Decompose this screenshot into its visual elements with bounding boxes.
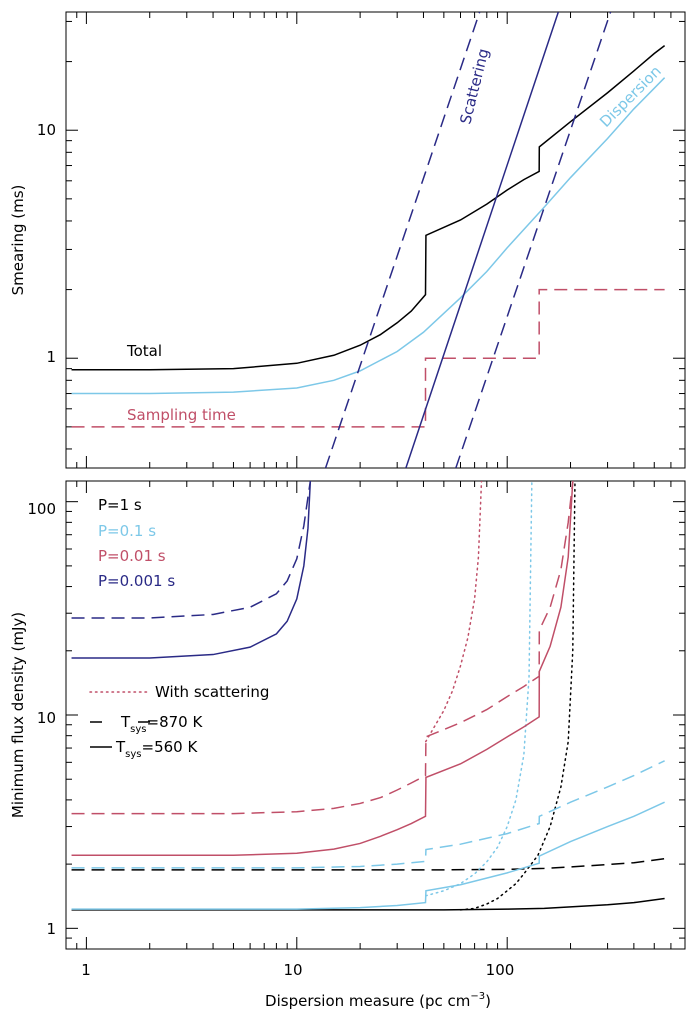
flux-series-line-2 <box>459 481 576 911</box>
legend-tsys-560-val: =560 K <box>142 738 199 756</box>
legend-tsys-560-sub: sys <box>125 749 141 760</box>
legend-tsys-870-val: =870 K <box>147 713 204 731</box>
flux-xtick-1: 1 <box>81 961 91 979</box>
label-sampling-time: Sampling time <box>127 406 236 424</box>
flux-series-line-10 <box>71 481 312 619</box>
smearing-series-line-4 <box>324 12 481 468</box>
flux-series-line-3 <box>71 801 665 910</box>
legend-p1: P=1 s <box>98 496 142 514</box>
legend-with-scattering: With scattering <box>155 683 269 701</box>
label-total: Total <box>126 342 162 360</box>
legend-tsys-870-sub: sys <box>130 724 146 735</box>
flux-series-line-5 <box>424 481 533 897</box>
flux-xlabel: Dispersion measure (pc cm−3) <box>265 991 491 1010</box>
flux-xlabel-close: ) <box>485 992 491 1010</box>
legend-p01: P=0.1 s <box>98 522 156 540</box>
flux-series-line-6 <box>71 481 574 857</box>
legend-p0001: P=0.001 s <box>98 572 175 590</box>
smearing-series-line-5 <box>455 12 612 468</box>
flux-series-line-8 <box>424 481 483 743</box>
flux-xlabel-sup: −3 <box>470 991 485 1002</box>
smearing-ytick-1: 1 <box>46 348 56 366</box>
smearing-series-line-2 <box>71 288 665 428</box>
flux-xtick-100: 100 <box>486 961 515 979</box>
flux-ytick-100: 100 <box>27 500 56 518</box>
flux-series-line-4 <box>71 760 665 869</box>
flux-xtick-10: 10 <box>283 961 302 979</box>
flux-xlabel-main: Dispersion measure (pc cm <box>265 992 470 1010</box>
smearing-ytick-10: 10 <box>37 121 56 139</box>
label-scattering: Scattering <box>456 47 492 126</box>
smearing-ticks <box>65 12 686 468</box>
flux-series-line-1 <box>71 857 665 871</box>
flux-series-line-0 <box>71 897 665 911</box>
flux-series-line-9 <box>71 481 312 659</box>
flux-ticks <box>65 481 686 950</box>
legend-tsys-870: Tsys=870 K <box>120 713 203 735</box>
smearing-series-line-3 <box>405 12 560 468</box>
flux-ylabel: Minimum flux density (mJy) <box>9 612 27 818</box>
legend-tsys-560-t: T <box>115 738 126 756</box>
smearing-axes-frame <box>65 11 686 469</box>
smearing-series-line-0 <box>71 45 666 371</box>
flux-series <box>71 481 665 911</box>
smearing-ylabel: Smearing (ms) <box>9 185 27 296</box>
legend-p001: P=0.01 s <box>98 547 166 565</box>
flux-ytick-1: 1 <box>46 920 56 938</box>
legend-tsys-870-t: T <box>120 713 131 731</box>
legend-tsys-560: Tsys=560 K <box>115 738 198 760</box>
smearing-panel: 1 10 Smearing (ms) Total Sampling time S… <box>9 11 686 469</box>
smearing-series <box>71 12 666 468</box>
label-dispersion: Dispersion <box>596 62 665 131</box>
flux-panel: 1 10 100 1 10 100 Minimum flux density (… <box>9 480 686 1010</box>
flux-ytick-10: 10 <box>37 709 56 727</box>
smearing-series-line-1 <box>71 77 666 395</box>
flux-series-line-7 <box>71 481 574 815</box>
